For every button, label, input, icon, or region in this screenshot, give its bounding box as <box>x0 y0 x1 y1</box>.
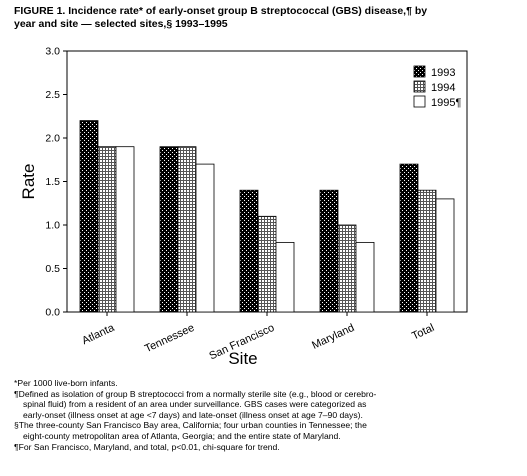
y-tick-label: 0.5 <box>45 263 60 275</box>
figure-title-line-1: FIGURE 1. Incidence rate* of early-onset… <box>14 5 428 17</box>
legend-swatch <box>413 65 426 78</box>
bar <box>435 198 455 313</box>
footnote-definition: ¶Defined as isolation of group B strepto… <box>14 388 377 399</box>
legend-label: 1993 <box>431 67 455 79</box>
bar <box>177 146 197 313</box>
bar <box>319 189 339 313</box>
x-tick-label: Tennessee <box>143 322 196 355</box>
bar <box>97 146 117 313</box>
y-tick-label: 0.0 <box>45 307 60 319</box>
bar-chart: 0.0 0.5 1.0 1.5 2.0 2.5 3.0 Rate Atlanta Tennesse… <box>19 46 468 368</box>
footnote-definition-cont-1: spinal fluid) from a resident of an area… <box>23 399 367 410</box>
footnote-rate-unit: *Per 1000 live-born infants. <box>14 378 118 388</box>
bar <box>355 241 375 313</box>
bar <box>195 163 215 313</box>
y-tick-label: 1.0 <box>45 220 60 232</box>
footnote-sites-cont: eight-county metropolitan area of Atlant… <box>23 430 341 441</box>
footnote-sites: §The three-county San Francisco Bay area… <box>14 420 367 431</box>
bar <box>399 163 419 313</box>
y-tick-label: 3.0 <box>45 46 60 58</box>
figure-title: FIGURE 1. Incidence rate* of early-onset… <box>14 5 514 31</box>
footnotes: *Per 1000 live-born infants. ¶Defined as… <box>14 378 514 452</box>
y-tick-label: 2.5 <box>45 89 60 101</box>
bar <box>257 215 277 313</box>
y-axis-label: Rate <box>19 164 38 200</box>
bar <box>115 146 135 313</box>
bar <box>275 241 295 313</box>
x-tick-label: Atlanta <box>80 321 117 347</box>
footnote-trend: ¶For San Francisco, Maryland, and total,… <box>14 441 280 452</box>
bar <box>239 189 259 313</box>
legend-swatch <box>413 80 426 93</box>
x-tick-label: Total <box>410 322 436 343</box>
x-tick-label: Maryland <box>310 322 356 352</box>
legend-swatch <box>413 95 426 108</box>
legend-label: 1994 <box>431 82 455 94</box>
footnote-definition-cont-2: early-onset (illness onset at age <7 day… <box>23 409 363 420</box>
legend-label: 1995¶ <box>431 97 461 109</box>
bar <box>337 224 357 313</box>
y-tick-label: 2.0 <box>45 133 60 145</box>
bar <box>159 146 179 313</box>
x-axis-label: Site <box>228 349 257 368</box>
y-tick-label: 1.5 <box>45 176 60 188</box>
bar <box>79 120 99 313</box>
figure-title-line-2: year and site — selected sites,§ 1993–19… <box>14 18 228 30</box>
bar <box>417 189 437 313</box>
